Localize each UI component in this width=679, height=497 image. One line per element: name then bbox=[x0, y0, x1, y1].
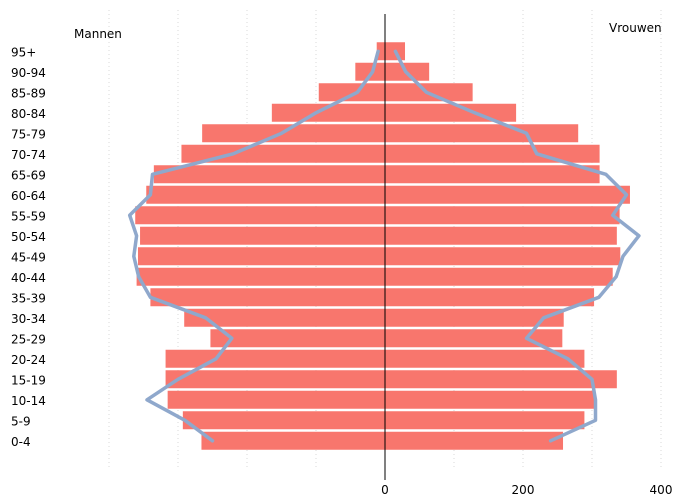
category-label-10-14: 10-14 bbox=[11, 394, 46, 408]
bar-vrouwen-80-84 bbox=[385, 104, 516, 122]
bar-mannen-0-4 bbox=[201, 432, 385, 450]
bar-mannen-15-19 bbox=[166, 370, 385, 388]
category-label-95+: 95+ bbox=[11, 45, 36, 59]
category-label-90-94: 90-94 bbox=[11, 66, 46, 80]
bar-vrouwen-70-74 bbox=[385, 145, 600, 163]
category-label-80-84: 80-84 bbox=[11, 107, 46, 121]
bar-vrouwen-5-9 bbox=[385, 411, 584, 429]
category-label-0-4: 0-4 bbox=[11, 435, 31, 449]
bar-mannen-45-49 bbox=[138, 247, 385, 265]
x-tick-label-0: 0 bbox=[381, 483, 389, 497]
category-label-30-34: 30-34 bbox=[11, 312, 46, 326]
bar-vrouwen-40-44 bbox=[385, 268, 613, 286]
bar-mannen-35-39 bbox=[150, 288, 385, 306]
x-tick-label-400: 400 bbox=[650, 483, 673, 497]
bar-vrouwen-35-39 bbox=[385, 288, 594, 306]
bar-mannen-40-44 bbox=[137, 268, 385, 286]
category-label-15-19: 15-19 bbox=[11, 373, 46, 387]
bar-vrouwen-75-79 bbox=[385, 124, 578, 142]
category-label-70-74: 70-74 bbox=[11, 148, 46, 162]
bar-vrouwen-65-69 bbox=[385, 165, 600, 183]
bar-mannen-55-59 bbox=[135, 206, 385, 224]
category-label-55-59: 55-59 bbox=[11, 209, 46, 223]
category-label-50-54: 50-54 bbox=[11, 230, 46, 244]
category-label-20-24: 20-24 bbox=[11, 353, 46, 367]
category-label-85-89: 85-89 bbox=[11, 86, 46, 100]
bar-mannen-60-64 bbox=[146, 186, 385, 204]
category-labels: 0-4 5-9 10-14 15-19 20-24 25-29 30-34 35-39 40-4… bbox=[11, 45, 46, 449]
category-label-5-9: 5-9 bbox=[11, 414, 31, 428]
bar-mannen-20-24 bbox=[166, 350, 385, 368]
bar-mannen-65-69 bbox=[154, 165, 385, 183]
category-label-45-49: 45-49 bbox=[11, 250, 46, 264]
bar-mannen-5-9 bbox=[183, 411, 385, 429]
bar-mannen-90-94 bbox=[355, 63, 385, 81]
category-label-40-44: 40-44 bbox=[11, 271, 46, 285]
bar-mannen-10-14 bbox=[168, 391, 385, 409]
left-group-label: Mannen bbox=[74, 27, 122, 41]
right-group-label: Vrouwen bbox=[609, 21, 662, 35]
category-label-25-29: 25-29 bbox=[11, 332, 46, 346]
category-label-65-69: 65-69 bbox=[11, 168, 46, 182]
bar-mannen-85-89 bbox=[319, 83, 385, 101]
bar-vrouwen-50-54 bbox=[385, 227, 617, 245]
category-label-60-64: 60-64 bbox=[11, 189, 46, 203]
bar-vrouwen-0-4 bbox=[385, 432, 563, 450]
bar-vrouwen-10-14 bbox=[385, 391, 595, 409]
bar-mannen-50-54 bbox=[140, 227, 385, 245]
category-label-35-39: 35-39 bbox=[11, 291, 46, 305]
bar-vrouwen-55-59 bbox=[385, 206, 620, 224]
x-tick-label-200: 200 bbox=[512, 483, 535, 497]
bar-vrouwen-45-49 bbox=[385, 247, 620, 265]
bars bbox=[135, 42, 630, 450]
category-label-75-79: 75-79 bbox=[11, 127, 46, 141]
bar-mannen-25-29 bbox=[210, 329, 385, 347]
x-tick-labels: 0 200 400 bbox=[381, 483, 672, 497]
bar-vrouwen-60-64 bbox=[385, 186, 630, 204]
